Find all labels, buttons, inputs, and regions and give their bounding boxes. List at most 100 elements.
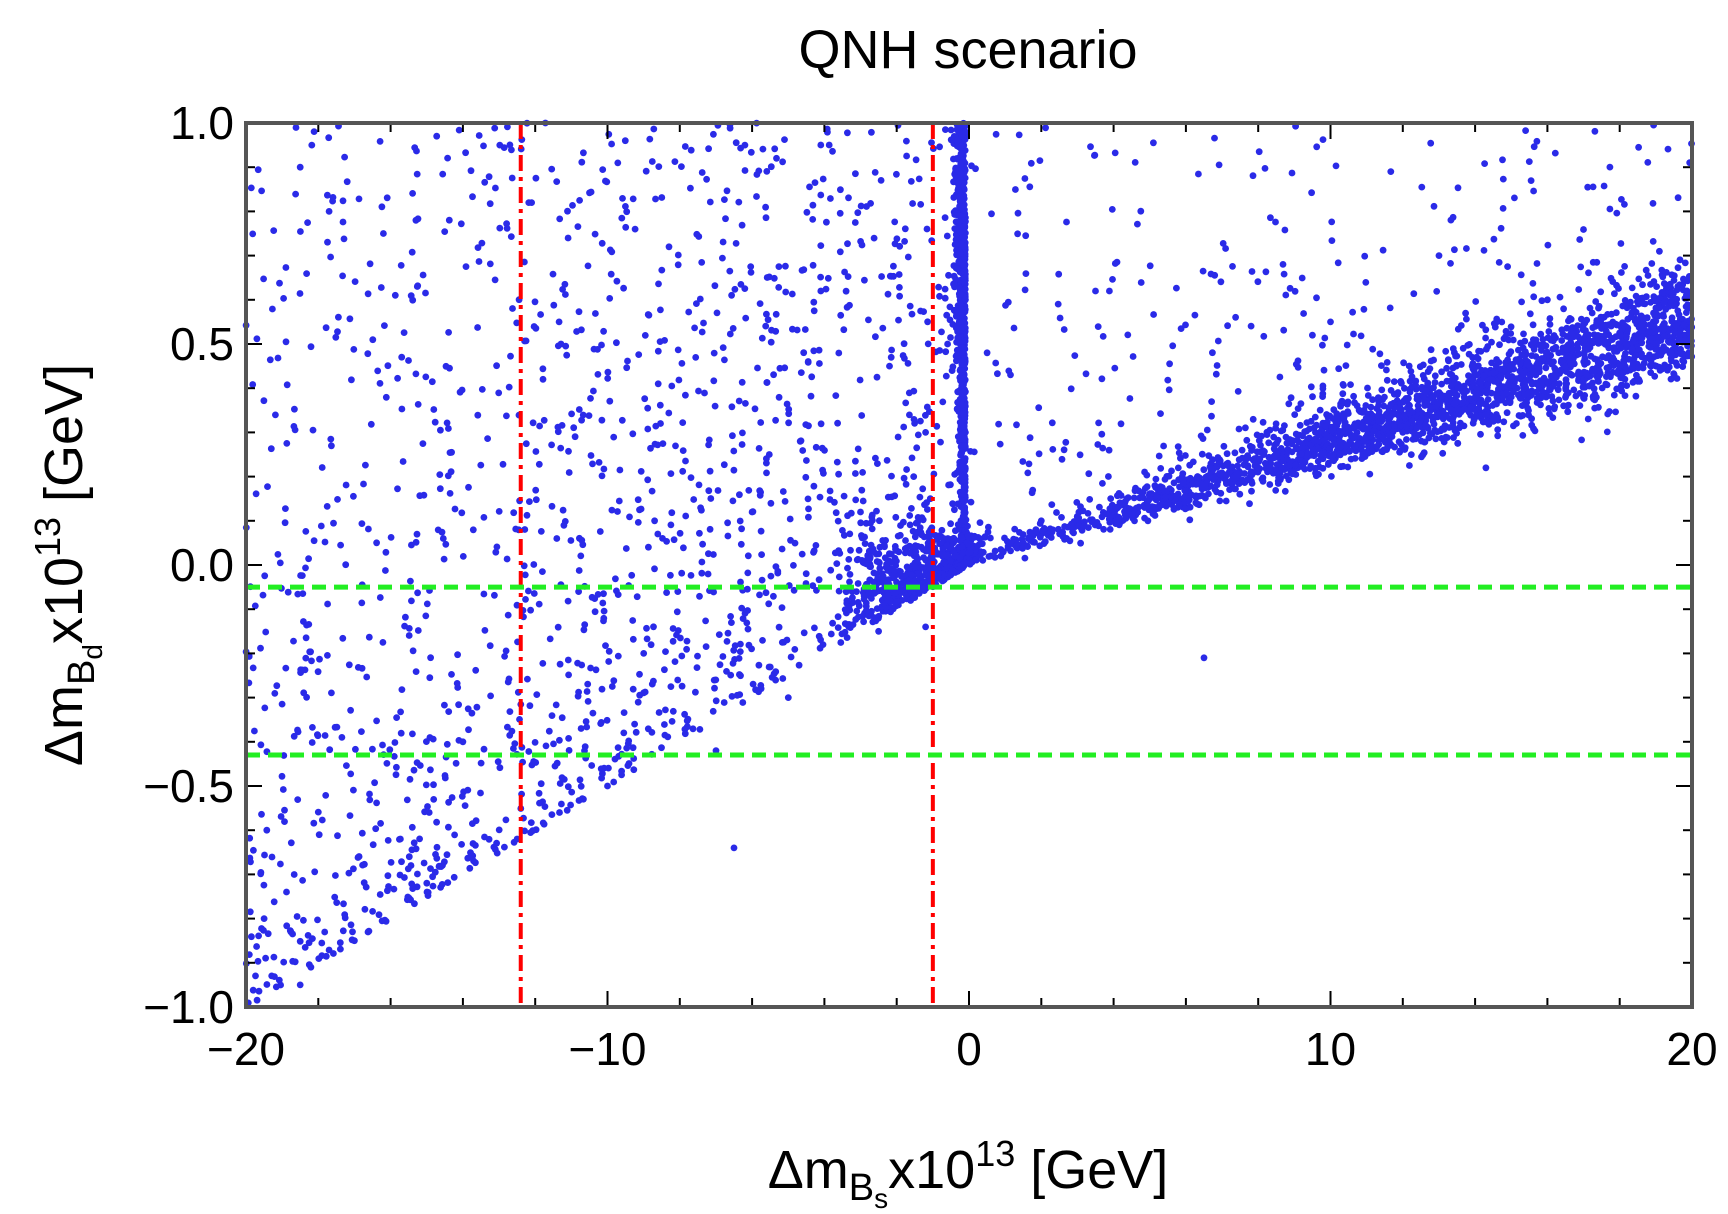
scatter-point <box>531 739 539 746</box>
scatter-point <box>257 644 264 652</box>
scatter-point <box>491 124 499 132</box>
scatter-point <box>953 351 961 359</box>
scatter-point <box>1430 202 1438 210</box>
scatter-point <box>1466 341 1473 348</box>
scatter-point <box>1639 281 1646 289</box>
scatter-point <box>1272 487 1280 494</box>
scatter-point <box>1400 359 1407 367</box>
scatter-point <box>1307 383 1315 391</box>
scatter-point <box>1535 365 1543 373</box>
scatter-point <box>835 470 842 478</box>
scatter-point <box>1593 321 1601 329</box>
scatter-point <box>755 445 763 452</box>
scatter-point <box>954 137 961 145</box>
scatter-point <box>1451 395 1459 403</box>
scatter-point <box>480 514 488 521</box>
scatter-point <box>1328 237 1336 245</box>
scatter-point <box>1606 321 1613 328</box>
scatter-point <box>507 233 515 241</box>
scatter-point <box>1595 304 1602 312</box>
scatter-point <box>358 728 365 735</box>
scatter-point <box>1635 300 1642 308</box>
scatter-point <box>1442 347 1450 355</box>
scatter-point <box>584 698 592 705</box>
scatter-point <box>1595 339 1602 347</box>
scatter-point <box>261 851 268 859</box>
scatter-point <box>495 826 503 834</box>
scatter-point <box>952 527 959 535</box>
scatter-point <box>264 483 271 490</box>
scatter-point <box>815 346 823 354</box>
scatter-point <box>309 724 316 731</box>
scatter-point <box>535 600 543 608</box>
scatter-point <box>795 661 803 669</box>
scatter-point <box>671 158 679 166</box>
scatter-point <box>817 636 824 644</box>
scatter-point <box>1281 487 1289 495</box>
scatter-point <box>598 685 606 693</box>
scatter-point <box>678 569 686 577</box>
scatter-point <box>778 545 786 553</box>
scatter-point <box>1114 492 1121 500</box>
scatter-point <box>736 691 744 698</box>
scatter-point <box>706 467 714 475</box>
scatter-point <box>1135 503 1143 511</box>
scatter-point <box>720 461 728 469</box>
scatter-point <box>369 908 376 915</box>
scatter-point <box>602 642 609 649</box>
scatter-point <box>852 470 859 477</box>
scatter-point <box>744 625 752 633</box>
scatter-point <box>1323 411 1330 418</box>
scatter-point <box>522 440 530 448</box>
scatter-point <box>1115 521 1123 529</box>
scatter-point <box>405 357 412 364</box>
scatter-point <box>546 635 554 643</box>
scatter-point <box>634 496 642 504</box>
scatter-point <box>346 315 354 323</box>
scatter-point <box>1660 325 1668 332</box>
scatter-point <box>1389 411 1396 418</box>
scatter-point <box>959 324 967 332</box>
scatter-point <box>744 569 752 577</box>
scatter-point <box>1027 159 1035 167</box>
scatter-point <box>261 704 269 712</box>
scatter-point <box>840 492 848 500</box>
scatter-point <box>915 175 923 183</box>
scatter-point <box>1621 392 1629 399</box>
scatter-point <box>339 272 346 280</box>
scatter-point <box>1623 333 1630 340</box>
scatter-point <box>1211 134 1218 142</box>
scatter-point <box>1634 316 1642 324</box>
scatter-point <box>873 605 881 612</box>
scatter-point <box>587 664 594 672</box>
scatter-point <box>376 594 384 601</box>
scatter-point <box>1085 470 1093 478</box>
scatter-point <box>1680 275 1687 283</box>
scatter-point <box>1309 331 1316 339</box>
scatter-point <box>1430 420 1438 428</box>
scatter-point <box>957 143 965 150</box>
scatter-point <box>1271 441 1278 449</box>
scatter-point <box>1459 399 1466 407</box>
scatter-point <box>1012 186 1019 193</box>
scatter-point <box>1150 311 1157 318</box>
scatter-point <box>658 744 665 752</box>
scatter-point <box>475 132 483 139</box>
scatter-point <box>1664 366 1671 374</box>
scatter-point <box>1477 396 1485 404</box>
scatter-point <box>696 529 703 537</box>
scatter-point <box>1526 310 1534 318</box>
scatter-point <box>532 486 540 494</box>
scatter-point <box>1576 236 1584 243</box>
scatter-point <box>1064 523 1072 531</box>
scatter-point <box>1285 400 1293 408</box>
scatter-point <box>1207 270 1215 278</box>
scatter-point <box>429 882 437 890</box>
scatter-point <box>758 551 765 558</box>
scatter-point <box>1179 470 1187 477</box>
scatter-point <box>1301 458 1309 466</box>
scatter-point <box>373 717 380 725</box>
scatter-point <box>775 263 783 270</box>
scatter-point <box>277 860 284 868</box>
scatter-point <box>834 419 841 427</box>
